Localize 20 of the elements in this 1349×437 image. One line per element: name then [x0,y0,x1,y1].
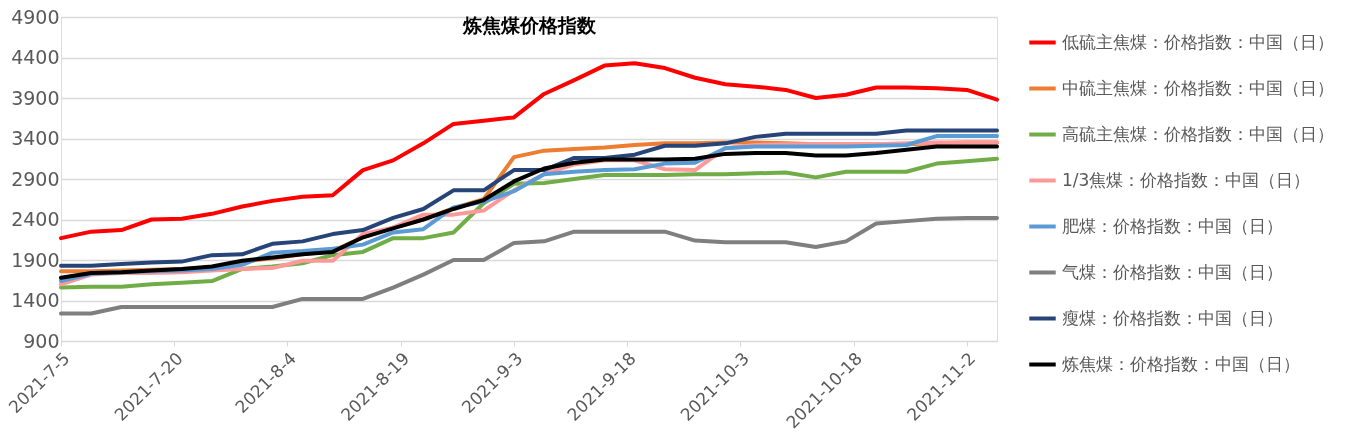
y-tick-label: 2900 [11,167,60,190]
legend-label: 炼焦煤：价格指数：中国（日） [1062,353,1300,374]
y-tick-label: 3400 [11,127,60,149]
y-tick-label: 1400 [11,289,60,311]
y-tick-label: 1900 [11,248,60,271]
legend-label: 中硫主焦煤：价格指数：中国（日） [1062,77,1334,98]
y-tick-label: 2400 [11,208,60,230]
line-series [59,215,999,316]
legend-label: 1/3焦煤：价格指数：中国（日） [1062,169,1311,190]
legend-label: 低硫主焦煤：价格指数：中国（日） [1062,31,1334,52]
legend-label: 气煤：价格指数：中国（日） [1062,261,1283,282]
chart-title: 炼焦煤价格指数 [461,14,597,36]
y-tick-label: 4900 [11,5,60,28]
y-tick-label: 3900 [11,86,60,109]
y-tick-label: 900 [23,329,60,352]
y-tick-label: 4400 [11,46,60,68]
legend-label: 高硫主焦煤：价格指数：中国（日） [1062,123,1334,144]
legend-label: 瘦煤：价格指数：中国（日） [1062,307,1283,328]
legend-label: 肥煤：价格指数：中国（日） [1062,215,1283,236]
line-series [59,61,999,241]
